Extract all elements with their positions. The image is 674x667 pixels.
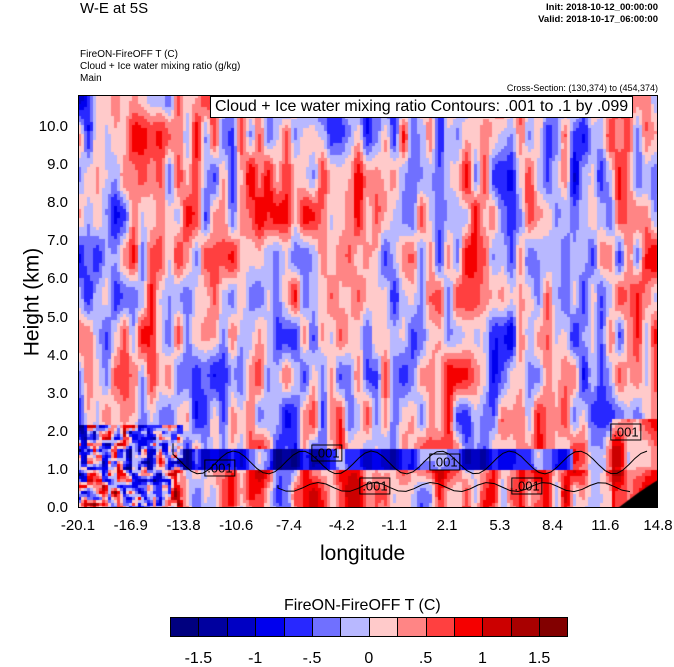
x-tick-label: 8.4 <box>542 517 563 534</box>
y-tick-label: 4.0 <box>47 346 68 364</box>
x-tick-label: -10.6 <box>219 517 254 534</box>
x-axis-label: longitude <box>320 542 406 565</box>
x-tick-label: 14.8 <box>643 517 673 534</box>
cross-section-label: Cross-Section: (130,374) to (454,374) <box>506 83 658 93</box>
colorbar-title: FireON-FireOFF T (C) <box>284 597 441 614</box>
colorbar-swatch <box>227 618 257 636</box>
x-tick-label: -16.9 <box>113 517 148 534</box>
y-tick-label: 8.0 <box>47 194 68 212</box>
temperature-diff-heatmap <box>78 95 658 508</box>
colorbar-swatch <box>199 618 228 636</box>
colorbar-label: 1.5 <box>528 650 551 667</box>
y-tick-label: 0.0 <box>47 499 68 516</box>
field-label-main: Main <box>80 73 102 84</box>
colorbar-label: 1 <box>477 650 487 667</box>
contour-label: .001 <box>429 453 461 471</box>
colorbar-label: -1 <box>248 650 263 667</box>
x-tick-label: -13.8 <box>166 517 201 534</box>
y-tick-label: 9.0 <box>47 156 68 174</box>
contour-label: .001 <box>610 423 642 441</box>
plot-frame <box>78 95 658 508</box>
y-tick-label: 10.0 <box>38 118 68 135</box>
y-tick-label: 3.0 <box>47 384 68 402</box>
colorbar-swatch <box>341 618 370 636</box>
contour-line <box>277 481 631 493</box>
x-tick-label: 5.3 <box>489 517 511 534</box>
x-tick-label: 11.6 <box>591 517 620 534</box>
y-tick-label: 7.0 <box>47 232 68 250</box>
contour-label: .001 <box>511 477 543 495</box>
y-tick-label: 5.0 <box>47 308 68 326</box>
colorbar-swatch <box>256 618 285 636</box>
init-time: Init: 2018-10-12_00:00:00 <box>546 2 658 13</box>
colorbar-swatch <box>171 618 200 636</box>
y-axis-label: Height (km) <box>20 247 44 357</box>
colorbar-label: 0 <box>364 650 374 667</box>
contour-label: .001 <box>204 459 236 477</box>
field-label-cloud: Cloud + Ice water mixing ratio (g/kg) <box>80 61 241 72</box>
colorbar-swatch <box>540 618 568 636</box>
colorbar-swatch <box>312 618 342 636</box>
contour-label: .001 <box>359 477 391 495</box>
contour-label: .001 <box>311 444 343 462</box>
colorbar-swatch <box>454 618 484 636</box>
colorbar <box>170 617 569 637</box>
y-tick-label: 2.0 <box>47 422 68 440</box>
colorbar-swatch <box>483 618 512 636</box>
x-tick-label: -4.2 <box>328 517 355 534</box>
x-tick-label: 2.1 <box>436 517 458 534</box>
plot-title: W-E at 5S <box>80 0 149 17</box>
x-tick-label: -20.1 <box>60 517 96 534</box>
y-tick-label: 6.0 <box>47 270 68 288</box>
valid-time: Valid: 2018-10-17_06:00:00 <box>538 14 658 25</box>
colorbar-label: -.5 <box>302 650 322 667</box>
x-tick-label: -7.4 <box>275 517 302 534</box>
x-tick-label: -1.1 <box>381 517 408 534</box>
y-tick-label: 1.0 <box>47 460 68 478</box>
colorbar-label: .5 <box>418 650 433 667</box>
colorbar-label: -1.5 <box>184 650 213 667</box>
colorbar-swatch <box>369 618 399 636</box>
contour-line <box>172 443 648 475</box>
field-label-t: FireON-FireOFF T (C) <box>80 49 178 60</box>
contour-info-box: Cloud + Ice water mixing ratio Contours:… <box>210 96 634 118</box>
colorbar-swatch <box>284 618 313 636</box>
colorbar-swatch <box>426 618 455 636</box>
cloud-contours <box>172 443 648 493</box>
colorbar-swatch <box>511 618 541 636</box>
colorbar-swatch <box>398 618 427 636</box>
